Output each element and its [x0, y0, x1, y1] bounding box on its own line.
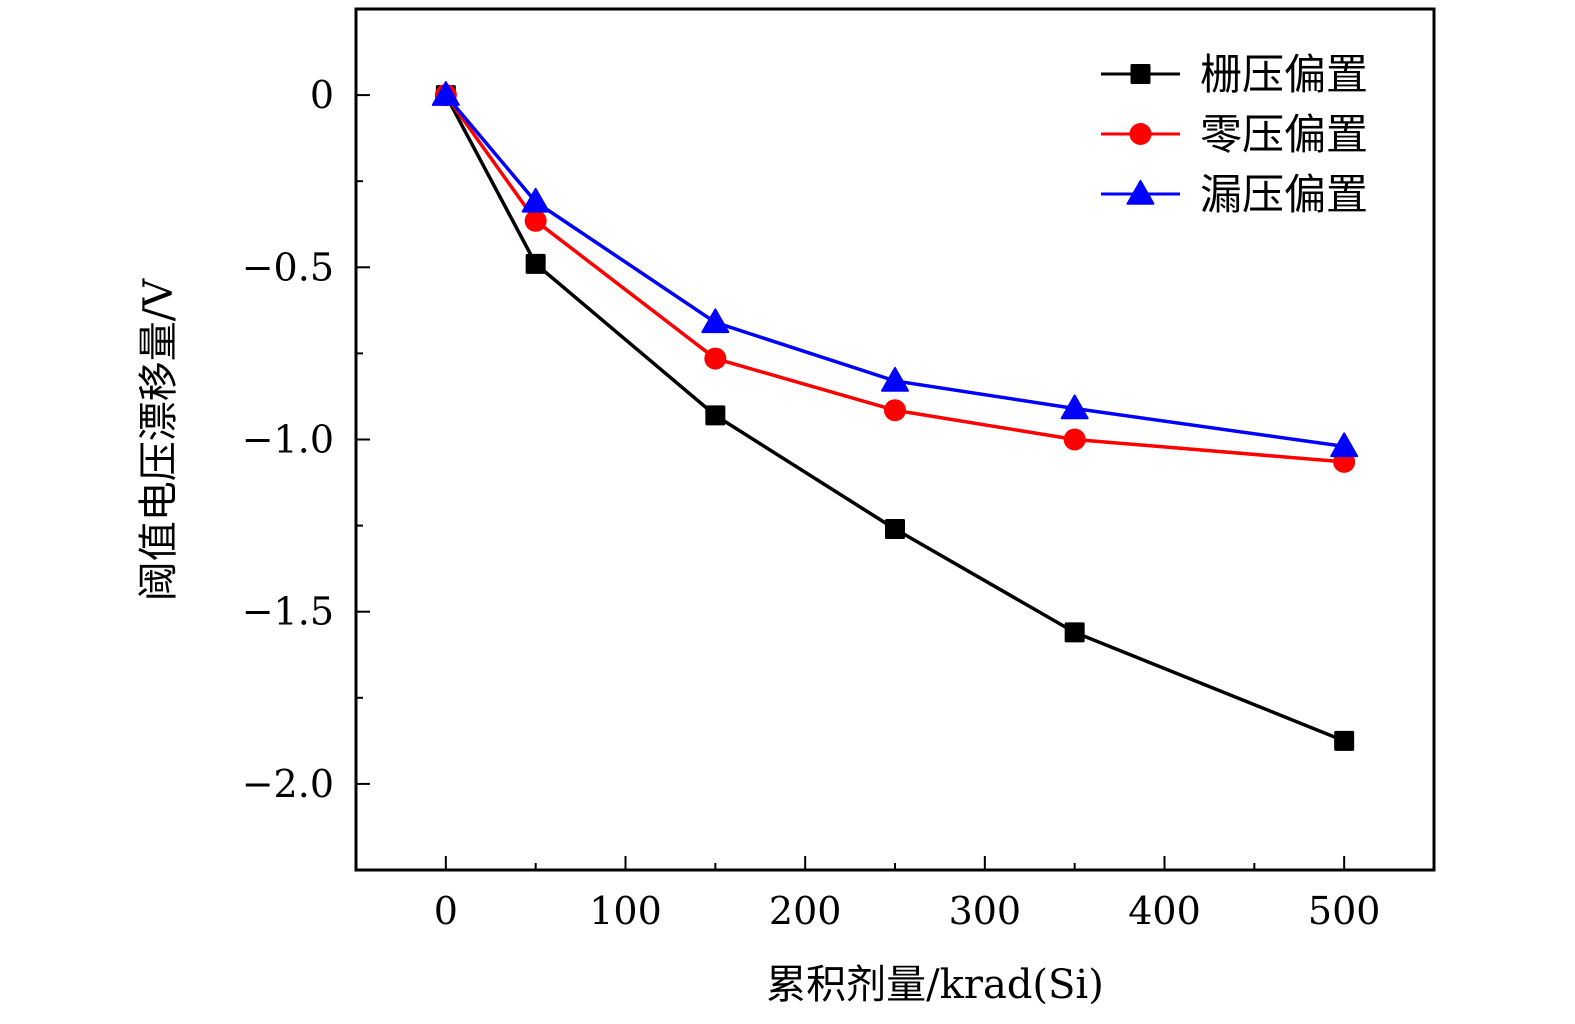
data-point-circle [524, 209, 547, 232]
y-tick-label: −1.5 [242, 590, 334, 634]
data-point-circle [1063, 428, 1086, 451]
data-point-square [1064, 622, 1085, 643]
legend-label: 漏压偏置 [1200, 170, 1368, 219]
data-point-triangle-up [431, 81, 460, 106]
x-axis-title: 累积剂量/krad(Si) [766, 962, 1104, 1008]
series-line [444, 94, 1345, 743]
x-tick-label: 0 [434, 889, 458, 933]
y-tick-label: −0.5 [242, 245, 334, 289]
x-tick-label: 300 [949, 889, 1022, 933]
series-line [444, 93, 1345, 449]
y-tick-label: −1.0 [242, 418, 334, 462]
legend-label: 栅压偏置 [1200, 50, 1368, 99]
series-3 [431, 81, 1359, 458]
x-tick-label: 200 [769, 889, 842, 933]
data-point-triangle-up [881, 366, 909, 392]
legend-marker-square [1130, 64, 1151, 84]
legend-marker-triangle-up [1126, 180, 1155, 205]
data-point-triangle-up [1060, 394, 1089, 420]
series-line [444, 94, 1345, 464]
x-tick-label: 400 [1128, 889, 1201, 933]
data-point-square [885, 519, 905, 540]
y-tick-label: 0 [310, 73, 334, 117]
data-point-triangle-up [521, 187, 550, 213]
x-tick-label: 100 [589, 889, 662, 933]
data-point-square [705, 405, 726, 426]
legend-marker-circle [1129, 123, 1152, 145]
legend-label: 零压偏置 [1200, 110, 1368, 159]
data-point-square [1334, 730, 1355, 751]
y-tick-label: −2.0 [242, 762, 334, 806]
y-axis-title: 阈值电压漂移量/V [136, 278, 182, 601]
data-point-circle [884, 399, 906, 422]
data-point-triangle-up [1330, 432, 1359, 458]
data-point-square [525, 253, 546, 274]
data-point-triangle-up [701, 308, 730, 334]
legend-entry: 漏压偏置 [1101, 170, 1368, 219]
legend-entry: 栅压偏置 [1101, 50, 1368, 99]
x-tick-label: 500 [1308, 889, 1381, 933]
data-point-circle [704, 347, 727, 370]
legend-entry: 零压偏置 [1101, 110, 1368, 159]
